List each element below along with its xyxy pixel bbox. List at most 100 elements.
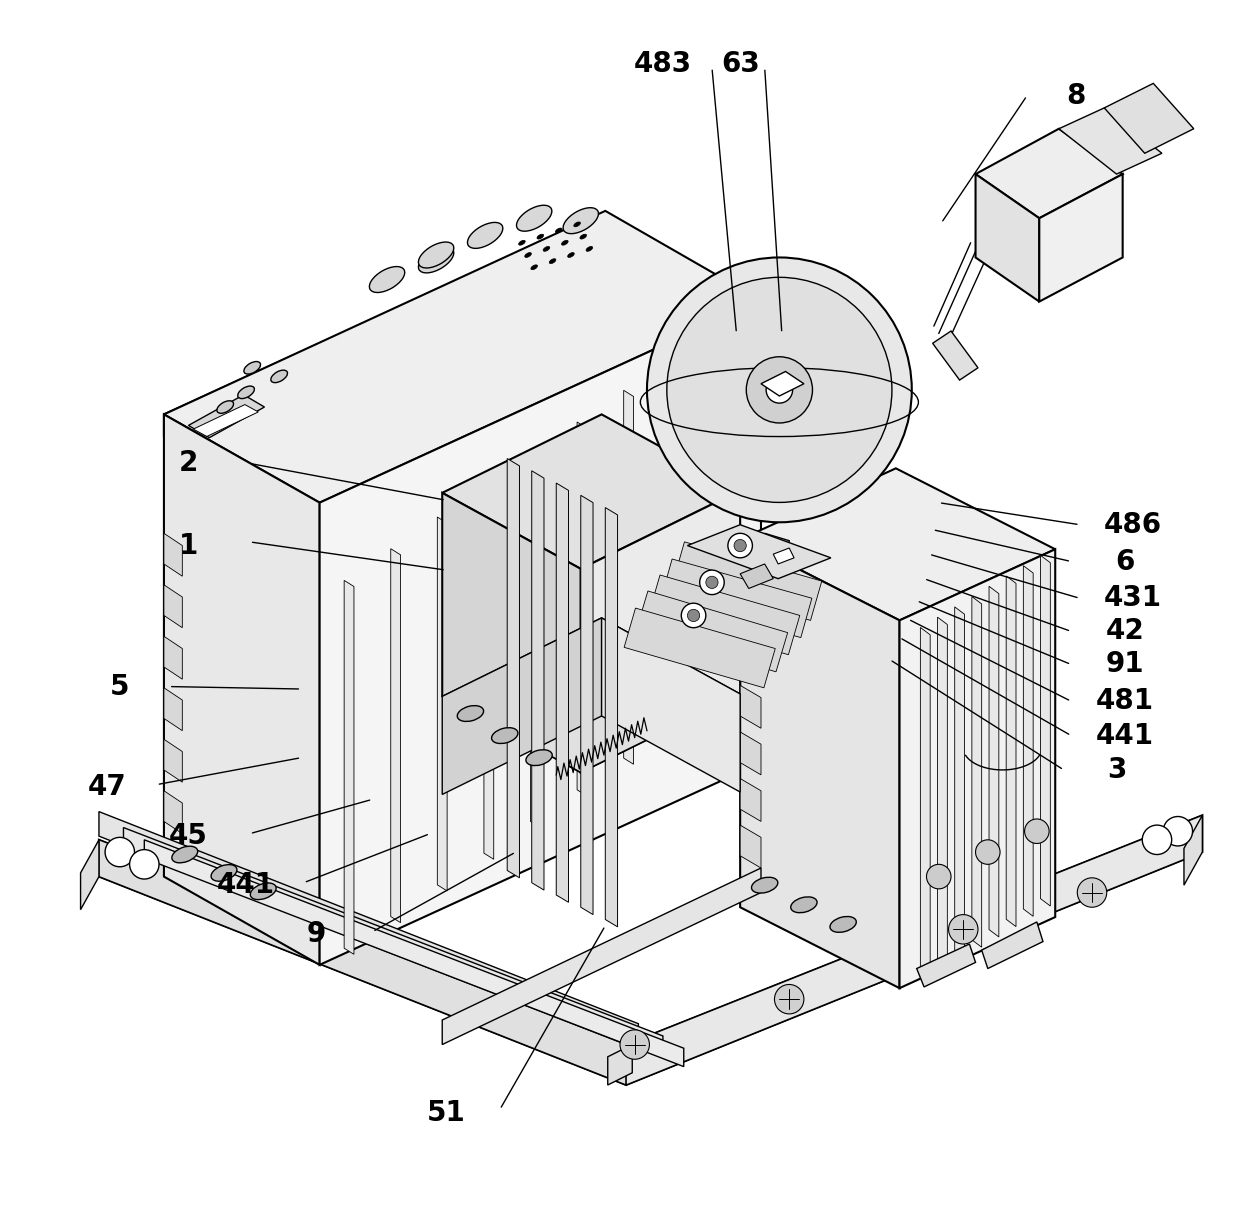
Ellipse shape bbox=[549, 259, 556, 264]
Circle shape bbox=[1024, 819, 1049, 843]
Polygon shape bbox=[976, 129, 1122, 218]
Circle shape bbox=[706, 576, 718, 588]
Polygon shape bbox=[740, 592, 761, 635]
Circle shape bbox=[775, 984, 804, 1014]
Polygon shape bbox=[144, 840, 683, 1067]
Text: 8: 8 bbox=[1066, 82, 1086, 109]
Ellipse shape bbox=[556, 228, 562, 233]
Ellipse shape bbox=[518, 240, 526, 245]
Circle shape bbox=[667, 277, 892, 503]
Polygon shape bbox=[1039, 174, 1122, 302]
Ellipse shape bbox=[537, 234, 543, 239]
Ellipse shape bbox=[751, 878, 777, 893]
Polygon shape bbox=[920, 628, 930, 978]
Text: 2: 2 bbox=[179, 450, 198, 477]
Polygon shape bbox=[899, 549, 1055, 988]
Polygon shape bbox=[193, 405, 258, 436]
Circle shape bbox=[105, 837, 134, 867]
Ellipse shape bbox=[574, 222, 580, 227]
Text: 9: 9 bbox=[306, 921, 326, 948]
Polygon shape bbox=[1023, 565, 1033, 916]
Polygon shape bbox=[580, 495, 593, 915]
Polygon shape bbox=[164, 636, 182, 679]
Polygon shape bbox=[164, 533, 182, 576]
Polygon shape bbox=[1040, 555, 1050, 906]
Text: 5: 5 bbox=[110, 673, 129, 700]
Polygon shape bbox=[164, 791, 182, 834]
Ellipse shape bbox=[587, 246, 593, 251]
Polygon shape bbox=[624, 390, 634, 764]
Ellipse shape bbox=[563, 207, 599, 234]
Polygon shape bbox=[391, 549, 401, 923]
Ellipse shape bbox=[791, 897, 817, 912]
Text: 51: 51 bbox=[427, 1100, 465, 1127]
Text: 486: 486 bbox=[1104, 511, 1162, 538]
Polygon shape bbox=[99, 840, 626, 1085]
Polygon shape bbox=[124, 828, 663, 1057]
Polygon shape bbox=[443, 618, 601, 794]
Circle shape bbox=[976, 840, 999, 864]
Polygon shape bbox=[443, 414, 740, 569]
Polygon shape bbox=[661, 559, 812, 638]
Ellipse shape bbox=[491, 728, 518, 743]
Polygon shape bbox=[740, 546, 761, 588]
Polygon shape bbox=[774, 548, 794, 564]
Circle shape bbox=[766, 376, 792, 403]
Polygon shape bbox=[740, 685, 761, 728]
Ellipse shape bbox=[418, 246, 454, 273]
Polygon shape bbox=[484, 485, 494, 859]
Ellipse shape bbox=[244, 362, 260, 374]
Ellipse shape bbox=[531, 265, 537, 270]
Polygon shape bbox=[687, 525, 831, 579]
Polygon shape bbox=[671, 359, 680, 733]
Polygon shape bbox=[916, 944, 976, 987]
Ellipse shape bbox=[525, 253, 532, 257]
Polygon shape bbox=[320, 300, 761, 965]
Text: 431: 431 bbox=[1104, 585, 1162, 612]
Polygon shape bbox=[1184, 815, 1203, 885]
Polygon shape bbox=[443, 493, 580, 772]
Ellipse shape bbox=[568, 253, 574, 257]
Polygon shape bbox=[937, 617, 947, 967]
Text: 42: 42 bbox=[1106, 618, 1145, 645]
Circle shape bbox=[926, 864, 951, 889]
Ellipse shape bbox=[250, 883, 277, 900]
Text: 481: 481 bbox=[1096, 688, 1154, 715]
Polygon shape bbox=[164, 739, 182, 782]
Polygon shape bbox=[761, 371, 804, 396]
Ellipse shape bbox=[526, 750, 552, 765]
Polygon shape bbox=[955, 607, 965, 958]
Text: 63: 63 bbox=[720, 50, 760, 77]
Polygon shape bbox=[601, 618, 740, 792]
Circle shape bbox=[1163, 817, 1193, 846]
Text: 45: 45 bbox=[169, 823, 208, 850]
Text: 483: 483 bbox=[634, 50, 692, 77]
Text: 47: 47 bbox=[88, 774, 126, 801]
Polygon shape bbox=[608, 1045, 632, 1085]
Polygon shape bbox=[580, 490, 740, 772]
Polygon shape bbox=[740, 779, 761, 821]
Ellipse shape bbox=[270, 370, 288, 383]
Ellipse shape bbox=[830, 917, 857, 932]
Text: 441: 441 bbox=[217, 872, 275, 899]
Polygon shape bbox=[740, 539, 899, 988]
Polygon shape bbox=[1105, 83, 1194, 153]
Circle shape bbox=[746, 357, 812, 423]
Polygon shape bbox=[972, 597, 982, 948]
Circle shape bbox=[620, 1030, 650, 1059]
Polygon shape bbox=[740, 732, 761, 775]
Polygon shape bbox=[740, 468, 1055, 620]
Polygon shape bbox=[1006, 576, 1016, 927]
Polygon shape bbox=[164, 414, 320, 965]
Text: 3: 3 bbox=[1107, 756, 1126, 783]
Polygon shape bbox=[976, 174, 1039, 302]
Text: 6: 6 bbox=[1116, 548, 1135, 575]
Circle shape bbox=[734, 539, 746, 552]
Polygon shape bbox=[624, 608, 775, 688]
Polygon shape bbox=[626, 815, 1203, 1085]
Text: 441: 441 bbox=[1096, 722, 1154, 749]
Polygon shape bbox=[443, 868, 761, 1045]
Polygon shape bbox=[982, 922, 1043, 969]
Polygon shape bbox=[99, 812, 639, 1048]
Ellipse shape bbox=[418, 242, 454, 268]
